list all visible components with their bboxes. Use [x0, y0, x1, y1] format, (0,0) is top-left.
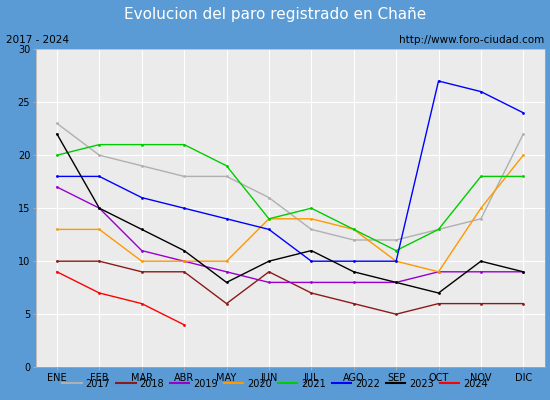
- Text: Evolucion del paro registrado en Chañe: Evolucion del paro registrado en Chañe: [124, 8, 426, 22]
- Text: http://www.foro-ciudad.com: http://www.foro-ciudad.com: [399, 35, 544, 45]
- Text: 2017 - 2024: 2017 - 2024: [6, 35, 69, 45]
- Legend: 2017, 2018, 2019, 2020, 2021, 2022, 2023, 2024: 2017, 2018, 2019, 2020, 2021, 2022, 2023…: [62, 378, 488, 389]
